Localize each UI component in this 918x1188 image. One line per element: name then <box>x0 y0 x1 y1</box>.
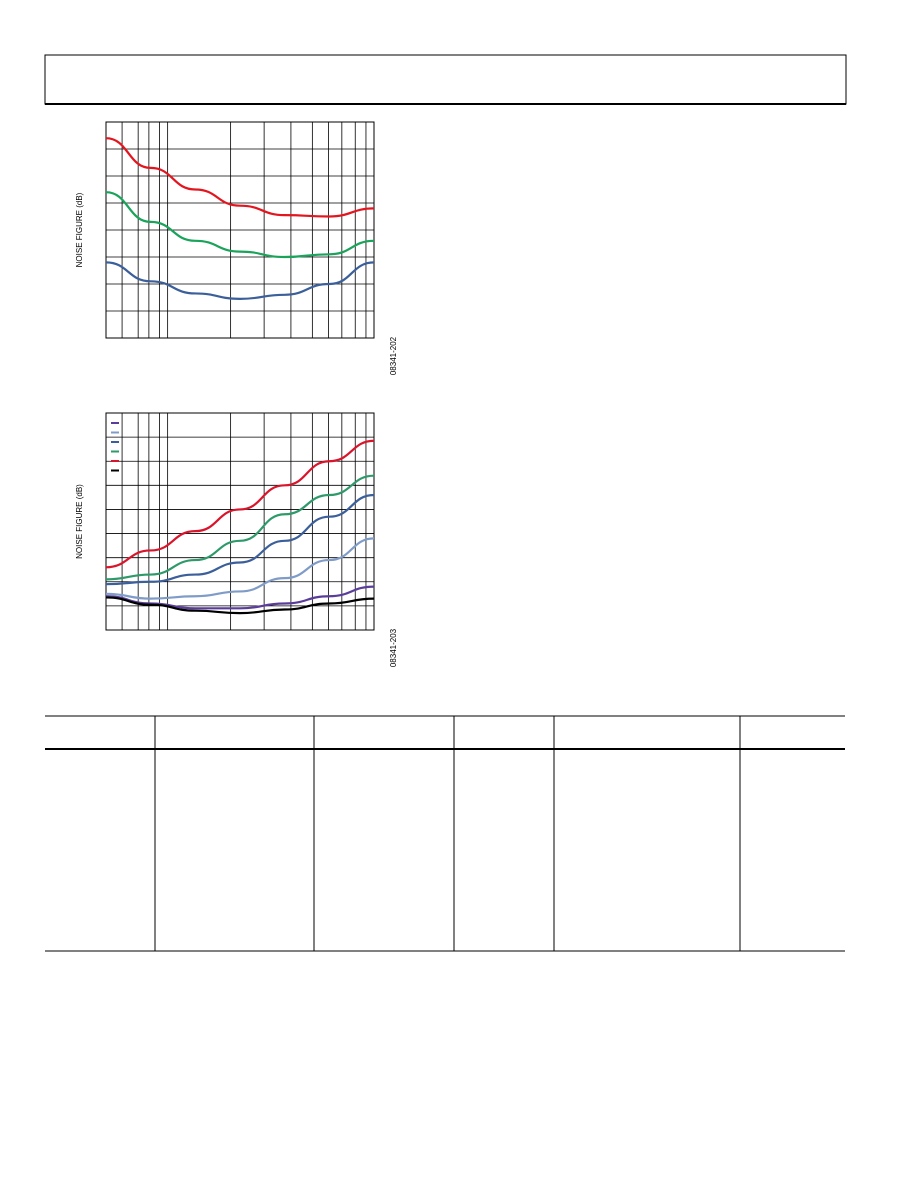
series-line <box>105 585 375 610</box>
series-line <box>105 137 375 218</box>
figure-code: 08341-202 <box>389 336 398 375</box>
y-axis-label: NOISE FIGURE (dB) <box>75 484 84 559</box>
series-line <box>105 191 375 259</box>
chart: NOISE FIGURE (dB) 08341-202 <box>75 121 398 375</box>
series-line <box>105 474 375 581</box>
header-box <box>44 54 847 105</box>
figure-code: 08341-203 <box>389 628 398 667</box>
plot-frame <box>105 412 375 631</box>
y-axis-label: NOISE FIGURE (dB) <box>75 192 84 267</box>
series-line <box>105 439 375 569</box>
table <box>45 715 845 952</box>
series-line <box>105 493 375 586</box>
series-line <box>105 596 375 615</box>
chart: NOISE FIGURE (dB) 08341-203 <box>75 412 398 667</box>
series-line <box>105 261 375 300</box>
series-line <box>105 537 375 600</box>
